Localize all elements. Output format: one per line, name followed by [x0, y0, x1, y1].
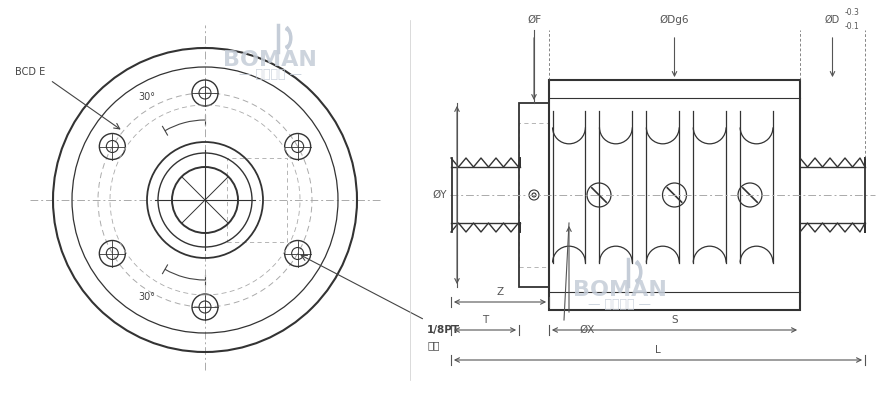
Text: BOMAN: BOMAN: [573, 280, 667, 300]
Text: 30°: 30°: [138, 292, 156, 302]
Text: L: L: [655, 345, 661, 355]
Text: ØX: ØX: [579, 325, 594, 335]
Text: 油孔: 油孔: [427, 340, 439, 350]
Text: ØF: ØF: [527, 15, 541, 25]
Bar: [519, 123, 549, 267]
Text: BCD E: BCD E: [15, 67, 45, 77]
Text: ØDg6: ØDg6: [660, 15, 689, 25]
Bar: [549, 80, 800, 310]
Text: ØD: ØD: [825, 15, 840, 25]
Text: -0.3: -0.3: [845, 8, 860, 17]
Text: 1/8PT: 1/8PT: [427, 325, 460, 335]
Bar: [227, 158, 287, 242]
Bar: [519, 103, 549, 287]
Text: 30°: 30°: [138, 92, 156, 102]
Text: T: T: [482, 315, 488, 325]
Text: — 劲霸工业 —: — 劲霸工业 —: [238, 68, 302, 82]
Text: Z: Z: [496, 287, 503, 297]
Text: -0.1: -0.1: [845, 22, 859, 31]
Text: BOMAN: BOMAN: [223, 50, 317, 70]
Text: ØY: ØY: [432, 190, 447, 200]
Text: S: S: [671, 315, 678, 325]
Text: — 劲霸工业 —: — 劲霸工业 —: [589, 298, 651, 312]
